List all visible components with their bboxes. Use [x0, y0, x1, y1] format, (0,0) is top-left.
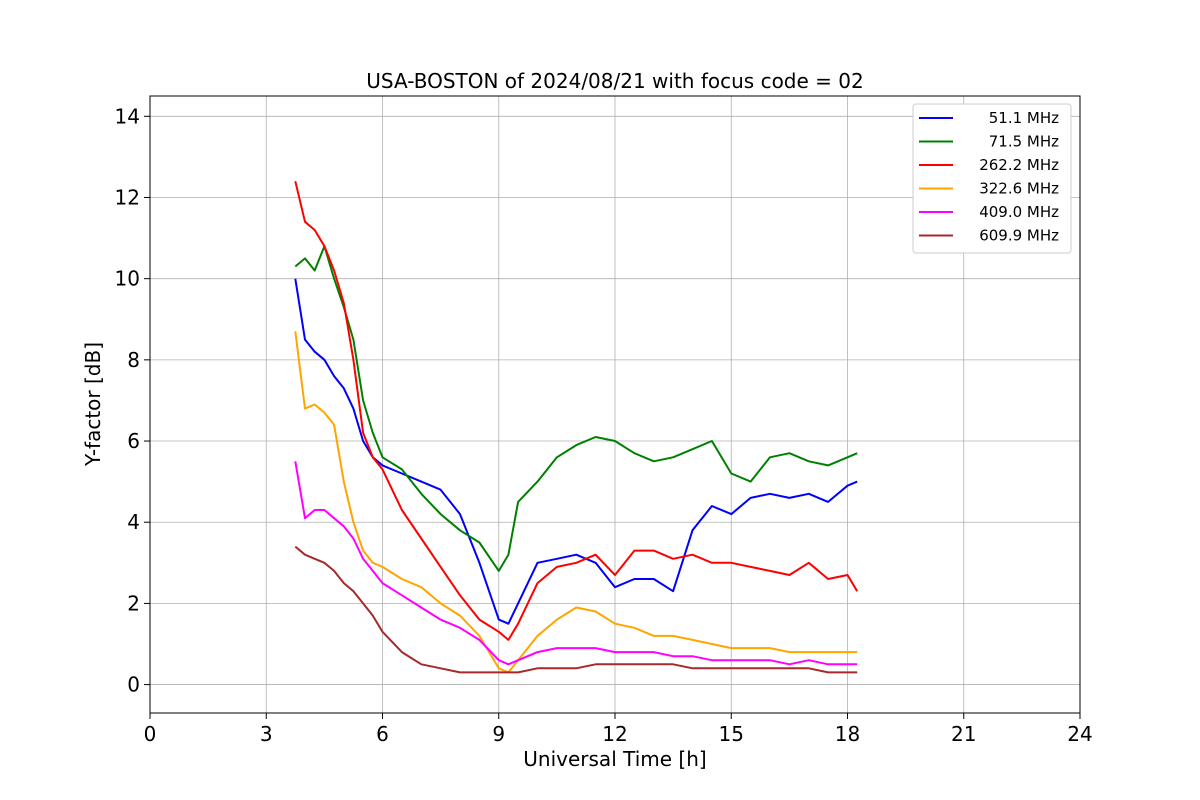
x-axis-label: Universal Time [h]: [523, 747, 706, 771]
legend-label: 409.0 MHz: [979, 203, 1059, 221]
chart-title: USA-BOSTON of 2024/08/21 with focus code…: [366, 69, 863, 93]
legend-label: 262.2 MHz: [979, 156, 1059, 174]
series-group: [294, 180, 859, 674]
x-tick-label: 12: [602, 722, 627, 746]
y-tick-label: 6: [127, 429, 140, 453]
y-tick-label: 8: [127, 348, 140, 372]
x-tick-label: 18: [835, 722, 860, 746]
y-axis: 0 2 4 6 8 10 12 14: [115, 104, 150, 697]
y-tick-label: 2: [127, 591, 140, 615]
x-axis: 0 3 6 9 12 15 18 21 24: [144, 713, 1093, 746]
legend-label: 609.9 MHz: [979, 227, 1059, 245]
x-tick-label: 0: [144, 722, 157, 746]
x-tick-label: 3: [260, 722, 273, 746]
x-tick-label: 9: [492, 722, 505, 746]
x-tick-label: 21: [951, 722, 976, 746]
x-tick-label: 6: [376, 722, 389, 746]
series-line-3: [294, 331, 858, 674]
y-tick-label: 12: [115, 185, 140, 209]
series-line-5: [294, 545, 858, 674]
y-tick-label: 0: [127, 673, 140, 697]
legend-label: 71.5 MHz: [989, 133, 1059, 151]
y-tick-label: 14: [115, 104, 140, 128]
series-line-0: [294, 278, 858, 625]
series-line-4: [294, 461, 858, 666]
series-line-1: [294, 245, 858, 572]
series-line-2: [294, 180, 859, 641]
legend-label: 51.1 MHz: [989, 109, 1059, 127]
x-tick-label: 24: [1067, 722, 1092, 746]
x-tick-label: 15: [719, 722, 744, 746]
legend-label: 322.6 MHz: [979, 180, 1059, 198]
y-axis-label: Y-factor [dB]: [81, 342, 105, 467]
y-tick-label: 10: [115, 267, 140, 291]
legend: 51.1 MHz 71.5 MHz 262.2 MHz 322.6 MHz 409.0 …: [912, 103, 1072, 254]
y-tick-label: 4: [127, 510, 140, 534]
